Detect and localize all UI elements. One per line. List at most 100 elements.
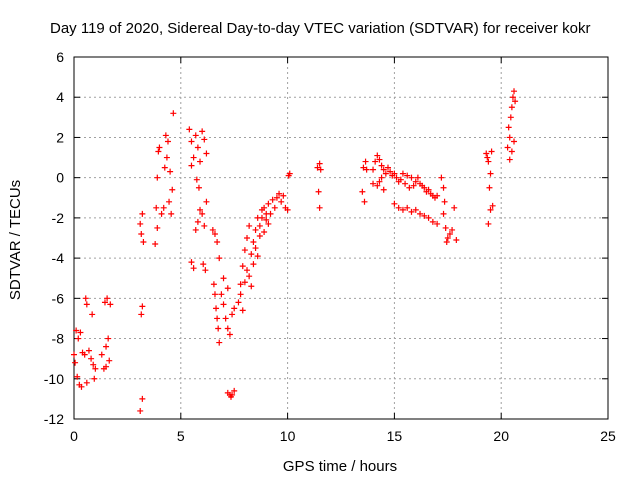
data-point <box>314 164 321 171</box>
data-point <box>194 144 201 151</box>
data-point <box>235 299 242 306</box>
data-point <box>193 176 200 183</box>
data-point <box>186 126 193 133</box>
data-point <box>167 168 174 175</box>
data-point <box>220 301 227 308</box>
data-point <box>74 373 81 380</box>
data-point <box>241 247 248 254</box>
y-tick-label: -8 <box>52 331 65 347</box>
data-point <box>489 202 496 209</box>
data-point <box>237 281 244 288</box>
data-point <box>360 164 367 171</box>
data-point <box>252 245 259 252</box>
data-point <box>224 325 231 332</box>
data-point <box>192 132 199 139</box>
data-point <box>89 311 96 318</box>
data-point <box>239 263 246 270</box>
data-point <box>160 204 167 211</box>
data-point <box>139 395 146 402</box>
grid <box>74 57 608 419</box>
data-point <box>399 170 406 177</box>
data-point <box>200 261 207 268</box>
data-point <box>220 275 227 282</box>
data-point <box>77 329 84 336</box>
data-point <box>244 235 251 241</box>
data-point <box>194 218 201 225</box>
data-point <box>483 150 490 157</box>
data-point <box>138 230 145 237</box>
data-point <box>273 194 280 201</box>
data-point <box>508 104 515 111</box>
data-point <box>404 204 411 211</box>
data-point <box>261 204 268 211</box>
data-point <box>91 375 98 382</box>
data-point <box>408 208 415 215</box>
data-point <box>446 230 453 237</box>
data-point <box>203 198 210 205</box>
data-point <box>487 170 494 177</box>
data-point <box>103 343 110 350</box>
data-point <box>168 210 175 217</box>
data-point <box>101 299 108 306</box>
data-point <box>508 148 515 155</box>
x-axis-label: GPS time / hours <box>283 458 397 475</box>
data-point <box>361 198 368 205</box>
data-point <box>316 204 323 211</box>
data-point <box>139 210 146 217</box>
data-point <box>153 204 160 211</box>
data-point <box>215 325 222 332</box>
data-point <box>441 198 448 205</box>
data-point <box>258 214 265 221</box>
data-point <box>209 226 216 233</box>
data-point <box>511 88 518 95</box>
data-point <box>107 301 114 308</box>
data-point <box>363 166 370 173</box>
data-point <box>195 184 202 191</box>
data-point <box>248 283 255 290</box>
y-tick-label: -2 <box>52 210 65 226</box>
data-point <box>384 164 391 171</box>
data-point <box>75 335 82 342</box>
data-point <box>504 144 511 151</box>
data-point <box>231 305 238 312</box>
data-point <box>378 174 385 181</box>
data-point <box>88 355 95 362</box>
y-tick-label: 0 <box>56 170 64 186</box>
x-tick-label: 5 <box>177 428 185 444</box>
x-tick-label: 10 <box>280 428 296 444</box>
data-point <box>414 174 421 181</box>
y-tick-label: 4 <box>56 89 64 105</box>
data-point <box>72 359 79 366</box>
data-point <box>376 178 383 185</box>
data-point <box>103 363 110 370</box>
data-point <box>81 351 88 358</box>
data-point <box>154 224 161 231</box>
data-point <box>256 222 263 229</box>
data-point <box>82 295 89 302</box>
data-point <box>434 220 441 227</box>
data-point <box>231 387 238 394</box>
data-point <box>188 162 195 169</box>
data-point <box>229 311 236 318</box>
data-point <box>487 206 494 213</box>
data-point <box>265 220 272 227</box>
data-point <box>152 241 159 248</box>
data-point <box>137 220 144 227</box>
data-point <box>216 339 223 346</box>
y-axis-label: SDTVAR / TECUs <box>7 180 24 300</box>
data-point <box>188 259 195 266</box>
data-point <box>372 158 379 165</box>
data-point <box>404 172 411 179</box>
data-point <box>425 214 432 221</box>
chart-title: Day 119 of 2020, Sidereal Day-to-day VTE… <box>50 20 590 37</box>
data-point <box>250 239 257 246</box>
data-point <box>199 210 206 217</box>
data-point <box>315 188 322 195</box>
data-point <box>449 226 456 233</box>
data-point <box>271 204 278 211</box>
data-point <box>269 196 276 203</box>
data-point <box>226 331 233 338</box>
data-point <box>453 237 460 244</box>
data-point <box>256 232 263 239</box>
